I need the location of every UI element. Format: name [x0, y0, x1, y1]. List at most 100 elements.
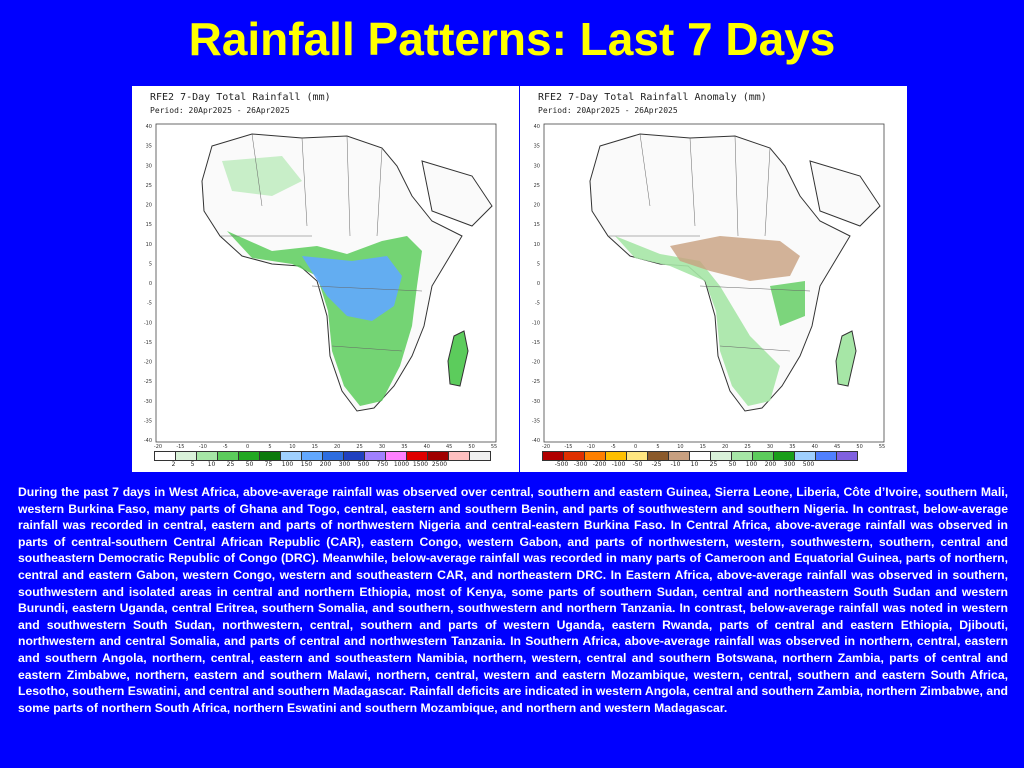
arabia: [421, 160, 493, 227]
x-tick-label: 55: [879, 444, 885, 450]
legend-swatch: [364, 451, 386, 461]
legend-swatch: [584, 451, 606, 461]
map-title: RFE2 7-Day Total Rainfall (mm): [150, 92, 331, 103]
y-tick-label: -40: [532, 438, 540, 444]
legend-tick-label: 25: [709, 461, 718, 468]
legend-tick-label: -500: [554, 461, 569, 468]
legend-swatch: [542, 451, 564, 461]
y-tick-label: 20: [146, 203, 152, 209]
legend-swatch: [238, 451, 260, 461]
legend-tick-label: 300: [783, 461, 796, 468]
x-axis-ticks: -20 -15 -10 -5 0 5 10 15 20 25 30 35 40 45 50 55: [154, 444, 497, 450]
legend-swatch: [385, 451, 407, 461]
map-period: Period: 20Apr2025 - 26Apr2025: [538, 106, 678, 115]
y-tick-label: 35: [146, 144, 152, 150]
x-tick-label: 5: [656, 444, 659, 450]
y-tick-label: 15: [534, 222, 540, 228]
x-tick-label: 40: [424, 444, 430, 450]
legend-tick-label: 300: [338, 461, 351, 468]
x-tick-label: 35: [401, 444, 407, 450]
anomaly-area-green: [615, 236, 780, 406]
rainfall-legend-colorbar: [154, 451, 491, 461]
y-tick-label: -25: [144, 379, 152, 385]
legend-swatch: [668, 451, 690, 461]
legend-tick-label: -200: [592, 461, 607, 468]
x-tick-label: -10: [587, 444, 595, 450]
legend-swatch: [563, 451, 585, 461]
legend-swatch: [259, 451, 281, 461]
legend-tick-label: 200: [319, 461, 332, 468]
y-tick-label: 15: [146, 222, 152, 228]
legend-tick-label: 100: [745, 461, 758, 468]
legend-tick-label: 2: [171, 461, 176, 468]
legend-tick-label: 100: [281, 461, 294, 468]
map-period: Period: 20Apr2025 - 26Apr2025: [150, 106, 290, 115]
x-tick-label: 40: [812, 444, 818, 450]
page-title: Rainfall Patterns: Last 7 Days: [188, 13, 836, 65]
map-title: RFE2 7-Day Total Rainfall Anomaly (mm): [538, 92, 767, 103]
madagascar: [447, 330, 469, 387]
legend-tick-label: 1000: [393, 461, 410, 468]
x-tick-label: -15: [176, 444, 184, 450]
y-tick-label: -20: [532, 360, 540, 366]
legend-swatch: [626, 451, 648, 461]
rainfall-summary-text: During the past 7 days in West Africa, a…: [18, 485, 1008, 715]
legend-swatch: [406, 451, 428, 461]
legend-tick-label: 1500: [412, 461, 429, 468]
legend-swatch: [448, 451, 470, 461]
legend-swatch: [794, 451, 816, 461]
legend-tick-label: -10: [670, 461, 681, 468]
x-tick-label: 25: [356, 444, 362, 450]
y-tick-label: -20: [144, 360, 152, 366]
legend-tick-label: -50: [632, 461, 643, 468]
legend-swatch: [301, 451, 323, 461]
anomaly-legend-labels: -500 -300 -200 -100 -50 -25 -10 10 25 50 100 200 300…: [542, 461, 818, 468]
legend-tick-label: 500: [802, 461, 815, 468]
legend-tick-label: 750: [376, 461, 389, 468]
y-tick-label: 40: [534, 124, 540, 130]
y-tick-label: 10: [534, 242, 540, 248]
x-tick-label: 50: [468, 444, 474, 450]
y-tick-label: -35: [144, 418, 152, 424]
legend-swatch: [427, 451, 449, 461]
legend-swatch: [731, 451, 753, 461]
y-tick-label: 5: [537, 261, 540, 267]
legend-tick-label: 150: [300, 461, 313, 468]
x-tick-label: 30: [379, 444, 385, 450]
legend-swatch: [689, 451, 711, 461]
x-tick-label: -20: [542, 444, 550, 450]
x-tick-label: -5: [223, 444, 228, 450]
y-tick-label: -10: [532, 320, 540, 326]
legend-swatch: [710, 451, 732, 461]
x-tick-label: 45: [834, 444, 840, 450]
y-tick-label: -10: [144, 320, 152, 326]
legend-tick-label: 2500: [431, 461, 448, 468]
rainfall-area-blue: [302, 256, 402, 321]
anomaly-area-brown: [670, 236, 800, 281]
x-tick-label: 45: [446, 444, 452, 450]
y-tick-label: 20: [534, 203, 540, 209]
legend-tick-label: 25: [226, 461, 235, 468]
country-borders: [220, 133, 423, 352]
y-tick-label: 25: [534, 183, 540, 189]
rainfall-area-lightgreen: [222, 156, 302, 196]
arabia: [809, 160, 881, 227]
y-tick-label: -5: [535, 301, 540, 307]
x-tick-label: 5: [268, 444, 271, 450]
legend-swatch: [154, 451, 176, 461]
y-tick-label: 5: [149, 261, 152, 267]
y-tick-label: -30: [144, 399, 152, 405]
y-axis-ticks: 40 35 30 25 20 15 10 5 0 -5 -10 -15 -20 -25 -30 -35 -40: [532, 124, 540, 444]
legend-tick-label: 5: [190, 461, 195, 468]
legend-swatch: [175, 451, 197, 461]
x-tick-label: 30: [767, 444, 773, 450]
legend-swatch: [836, 451, 858, 461]
anomaly-legend-colorbar: [542, 451, 858, 461]
legend-tick-label: -25: [651, 461, 662, 468]
y-tick-label: -40: [144, 438, 152, 444]
rainfall-anomaly-map-panel: RFE2 7-Day Total Rainfall Anomaly (mm) P…: [520, 86, 907, 472]
legend-swatch: [773, 451, 795, 461]
legend-tick-label: 10: [207, 461, 216, 468]
legend-swatch: [605, 451, 627, 461]
legend-swatch: [217, 451, 239, 461]
